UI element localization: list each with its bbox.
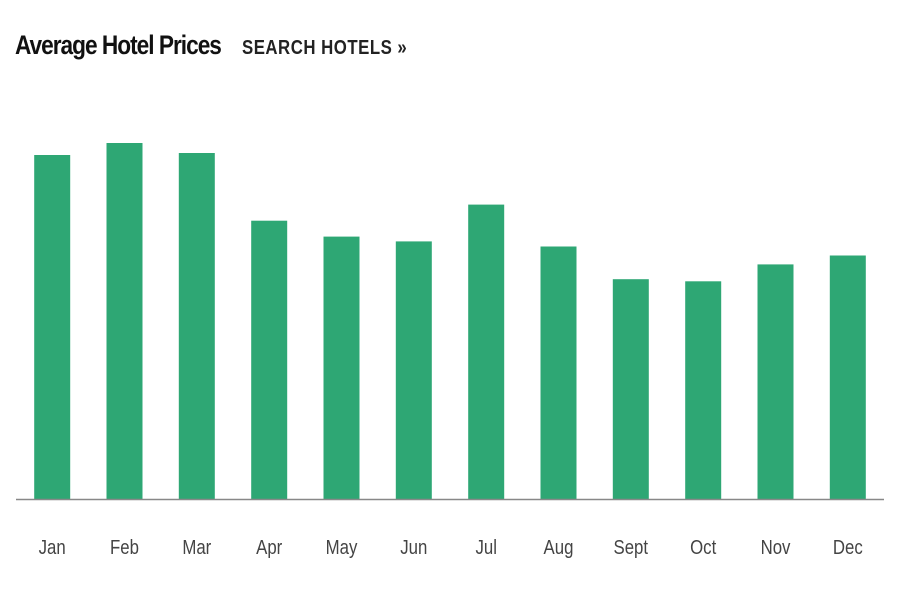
bar-jul: [468, 204, 505, 499]
bar-feb: [106, 143, 143, 499]
bar-jun: [395, 241, 432, 499]
bar-sept: [612, 279, 649, 499]
x-tick-label-mar: Mar: [182, 536, 211, 559]
search-hotels-link[interactable]: SEARCH HOTELS»: [242, 37, 407, 60]
x-tick-label-jun: Jun: [400, 536, 427, 559]
bar-dec: [829, 255, 866, 499]
double-chevron-right-icon: »: [397, 37, 408, 59]
bar-mar: [178, 153, 215, 499]
bar-may: [323, 236, 360, 499]
bars-group: [34, 143, 866, 499]
search-hotels-label: SEARCH HOTELS: [242, 37, 393, 59]
page-title: Average Hotel Prices: [15, 30, 222, 60]
x-tick-label-oct: Oct: [690, 536, 716, 559]
x-tick-label-feb: Feb: [110, 536, 139, 559]
x-tick-label-may: May: [326, 536, 358, 559]
x-tick-label-aug: Aug: [544, 536, 574, 559]
x-tick-labels: Jan Feb Mar Apr May Jun Jul Aug Sept Oct Nov Dec: [39, 536, 863, 559]
chart-header: Average Hotel Prices SEARCH HOTELS»: [15, 30, 439, 74]
x-tick-label-dec: Dec: [833, 536, 863, 559]
bar-nov: [757, 264, 794, 499]
x-tick-label-jan: Jan: [39, 536, 66, 559]
x-tick-label-jul: Jul: [475, 536, 496, 559]
bar-apr: [251, 220, 288, 499]
x-tick-label-sept: Sept: [614, 536, 649, 559]
x-tick-label-nov: Nov: [761, 536, 792, 559]
x-tick-label-apr: Apr: [256, 536, 282, 559]
bar-aug: [540, 246, 577, 499]
bar-oct: [685, 281, 722, 499]
bar-jan: [34, 155, 71, 499]
